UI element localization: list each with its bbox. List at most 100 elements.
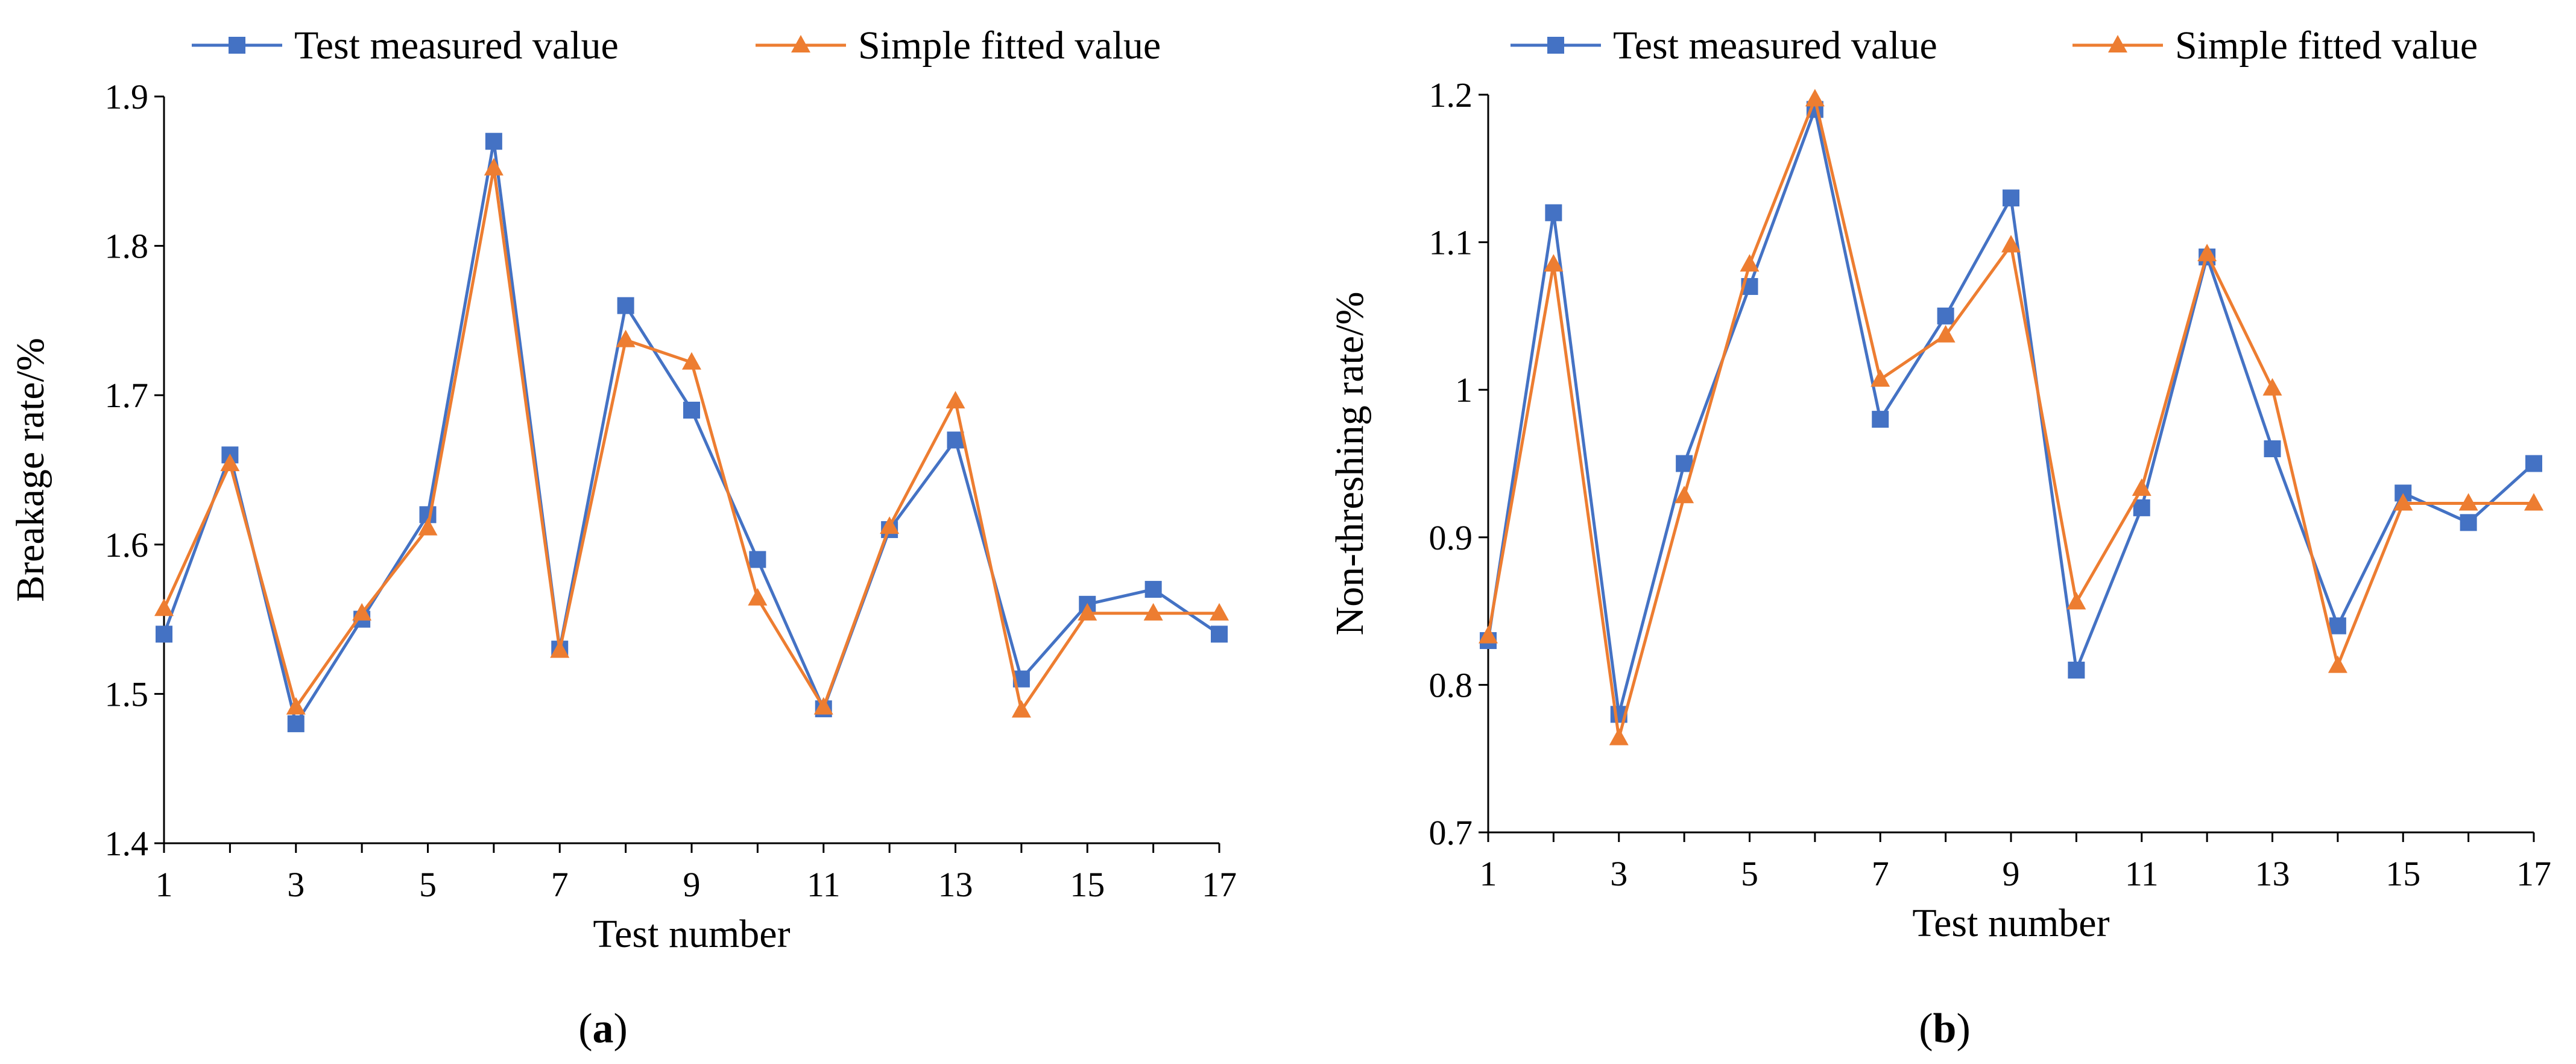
series-line xyxy=(162,139,1220,726)
data-point-triangle xyxy=(1143,603,1163,621)
x-tick-label: 11 xyxy=(2125,854,2159,893)
y-tick-label: 1.4 xyxy=(105,824,149,863)
x-tick-label: 17 xyxy=(2516,854,2551,893)
data-point-square xyxy=(2460,514,2477,531)
data-point-triangle xyxy=(154,598,174,616)
y-tick-label: 1.9 xyxy=(105,77,149,116)
data-point-triangle xyxy=(813,697,833,715)
x-tick-label: 15 xyxy=(2385,854,2420,893)
y-tick-label: 1.5 xyxy=(105,674,149,714)
y-tick-label: 0.9 xyxy=(1429,518,1473,557)
x-axis-title: Test number xyxy=(1912,901,2109,945)
series-fitted xyxy=(1479,89,2543,746)
data-point-triangle xyxy=(1805,89,1825,107)
x-tick-label: 13 xyxy=(2255,854,2290,893)
x-tick-label: 9 xyxy=(683,865,701,904)
legend-marker-triangle xyxy=(2108,35,2127,52)
data-point-triangle xyxy=(1936,325,1956,343)
y-tick-label: 0.8 xyxy=(1429,665,1473,705)
y-tick-label: 1.7 xyxy=(105,376,149,415)
data-point-triangle xyxy=(1740,254,1760,272)
data-point-square xyxy=(1937,307,1954,325)
y-tick-label: 1.2 xyxy=(1429,75,1473,115)
caption-part: b xyxy=(1933,1005,1957,1052)
x-tick-label: 5 xyxy=(1741,854,1758,893)
data-point-triangle xyxy=(1870,369,1890,387)
data-point-square xyxy=(156,625,172,643)
data-point-triangle xyxy=(945,391,965,409)
x-tick-label: 7 xyxy=(1872,854,1889,893)
legend-label: Simple fitted value xyxy=(858,24,1161,68)
data-point-triangle xyxy=(418,518,438,536)
y-axis-title: Breakage rate/% xyxy=(8,338,52,602)
y-tick-label: 1.8 xyxy=(105,227,149,266)
data-point-triangle xyxy=(220,454,240,472)
data-point-triangle xyxy=(286,697,306,715)
x-tick-label: 1 xyxy=(1480,854,1497,893)
caption-part: a xyxy=(593,1005,614,1052)
legend-marker-triangle xyxy=(791,35,810,52)
x-axis-title: Test number xyxy=(593,912,790,956)
data-point-triangle xyxy=(1011,700,1031,718)
data-point-triangle xyxy=(352,603,372,621)
data-point-triangle xyxy=(748,587,768,606)
data-point-square xyxy=(1545,204,1562,221)
data-point-triangle xyxy=(2393,493,2413,511)
y-tick-label: 1.1 xyxy=(1429,223,1473,262)
x-tick-label: 13 xyxy=(938,865,973,904)
x-tick-label: 15 xyxy=(1070,865,1105,904)
data-point-triangle xyxy=(1210,603,1229,621)
data-point-square xyxy=(617,297,634,314)
legend-marker-square xyxy=(1547,37,1564,54)
x-tick-label: 7 xyxy=(551,865,569,904)
data-point-square xyxy=(485,133,502,150)
data-point-triangle xyxy=(2262,378,2282,396)
x-tick-label: 17 xyxy=(1202,865,1237,904)
legend-marker-square xyxy=(229,37,245,54)
data-point-square xyxy=(2329,617,2346,635)
caption-part: ) xyxy=(1956,1005,1970,1052)
data-point-square xyxy=(2133,499,2150,516)
series-line xyxy=(162,166,1219,712)
x-tick-label: 1 xyxy=(156,865,173,904)
data-point-triangle xyxy=(2197,244,2217,262)
data-point-triangle xyxy=(1544,254,1564,272)
data-point-triangle xyxy=(880,516,900,534)
data-point-triangle xyxy=(616,329,636,347)
legend: Test measured value Simple fitted value xyxy=(192,24,1161,68)
x-tick-label: 3 xyxy=(1610,854,1627,893)
data-point-square xyxy=(1144,581,1162,598)
x-tick-label: 3 xyxy=(287,865,305,904)
data-point-square xyxy=(2068,661,2085,679)
data-point-square xyxy=(2003,189,2019,207)
x-tick-label: 11 xyxy=(807,865,841,904)
data-point-triangle xyxy=(1675,486,1694,504)
data-point-triangle xyxy=(1479,625,1498,644)
caption-part: ( xyxy=(1919,1005,1933,1052)
data-point-triangle xyxy=(2328,655,2347,673)
data-point-triangle xyxy=(682,352,701,370)
x-tick-label: 9 xyxy=(2003,854,2020,893)
panel-caption: (a) xyxy=(578,1005,628,1052)
y-tick-label: 1 xyxy=(1455,370,1473,410)
y-axis-title: Non-threshing rate/% xyxy=(1328,292,1372,636)
caption-part: ) xyxy=(614,1005,628,1052)
data-point-square xyxy=(1211,625,1228,643)
data-point-triangle xyxy=(550,640,570,658)
legend-label: Test measured value xyxy=(294,24,619,68)
data-point-square xyxy=(683,401,700,419)
data-point-square xyxy=(287,715,305,732)
legend-label: Simple fitted value xyxy=(2175,24,2478,68)
y-tick-label: 0.7 xyxy=(1429,813,1473,852)
series-fitted xyxy=(154,157,1229,718)
data-point-square xyxy=(749,551,766,568)
data-point-triangle xyxy=(2132,478,2151,496)
data-point-square xyxy=(2525,455,2542,472)
data-point-square xyxy=(2264,440,2281,458)
data-point-triangle xyxy=(1609,727,1629,746)
legend: Test measured value Simple fitted value xyxy=(1511,24,2478,68)
caption-part: ( xyxy=(578,1005,592,1052)
